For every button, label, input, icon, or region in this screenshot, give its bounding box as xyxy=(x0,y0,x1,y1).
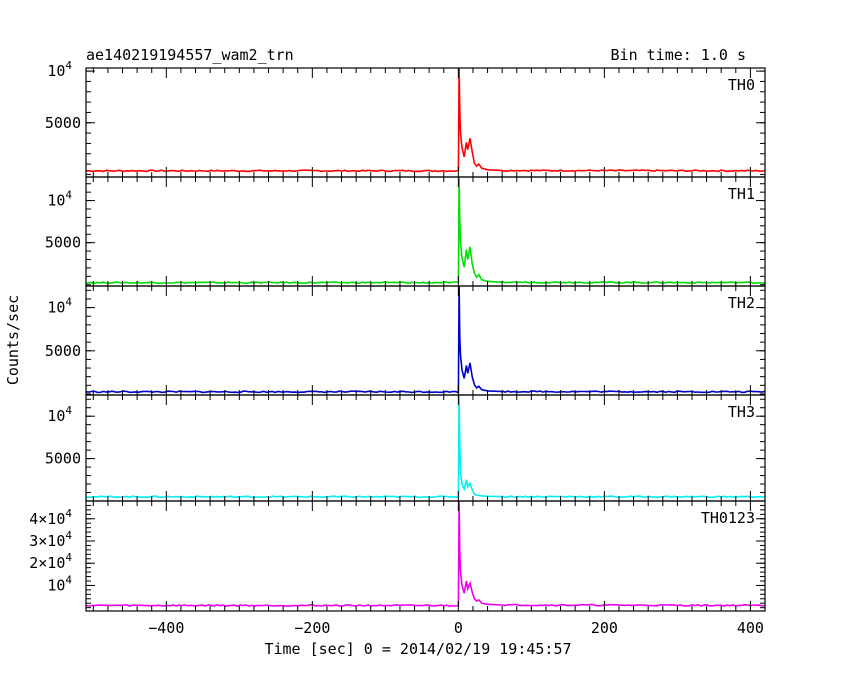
panel-label: TH1 xyxy=(728,185,755,203)
chart-panels: TH0 5000 104 TH1 5000 104 TH2 5000 104 TH3 5000 104… xyxy=(29,59,766,637)
chart-bin-time: Bin time: 1.0 s xyxy=(611,46,746,64)
x-axis-label: Time [sec] 0 = 2014/02/19 19:45:57 xyxy=(264,640,571,658)
panel-th1: TH1 5000 104 xyxy=(45,176,766,287)
y-tick-label: 3×104 xyxy=(29,529,72,550)
data-line-th0123 xyxy=(85,500,766,607)
y-tick-label: 2×104 xyxy=(29,551,72,572)
panel-frame xyxy=(85,176,766,287)
y-tick-label: 104 xyxy=(47,296,72,317)
y-tick-label: 5000 xyxy=(45,114,81,132)
data-line-th2 xyxy=(85,285,766,394)
panel-label: TH3 xyxy=(728,403,755,421)
data-line-th0 xyxy=(85,67,766,173)
x-tick-label: 200 xyxy=(591,619,618,637)
y-tick-label: 104 xyxy=(47,573,72,594)
panel-frame xyxy=(85,285,766,396)
y-tick-label: 104 xyxy=(47,404,72,425)
y-tick-label: 5000 xyxy=(45,450,81,468)
y-tick-label: 5000 xyxy=(45,342,81,360)
y-tick-label: 4×104 xyxy=(29,507,72,528)
panel-frame xyxy=(85,394,766,502)
data-line-th1 xyxy=(85,176,766,285)
panel-label: TH2 xyxy=(728,294,755,312)
y-tick-label: 104 xyxy=(47,59,72,80)
panel-th3: TH3 5000 104 xyxy=(45,394,766,502)
y-tick-label: 5000 xyxy=(45,234,81,252)
panel-label: TH0123 xyxy=(701,509,755,527)
x-tick-label: 400 xyxy=(737,619,764,637)
chart-title: ae140219194557_wam2_trn xyxy=(86,46,294,64)
panel-frame xyxy=(85,67,766,178)
x-tick-label: −400 xyxy=(148,619,184,637)
panel-label: TH0 xyxy=(728,76,755,94)
y-axis-label: Counts/sec xyxy=(4,295,22,385)
panel-frame xyxy=(85,500,766,612)
x-tick-label: 0 xyxy=(454,619,463,637)
x-tick-label: −200 xyxy=(294,619,330,637)
panel-th0: TH0 5000 104 xyxy=(45,59,766,178)
panel-th2: TH2 5000 104 xyxy=(45,285,766,396)
y-tick-label: 104 xyxy=(47,189,72,210)
data-line-th3 xyxy=(85,394,766,499)
